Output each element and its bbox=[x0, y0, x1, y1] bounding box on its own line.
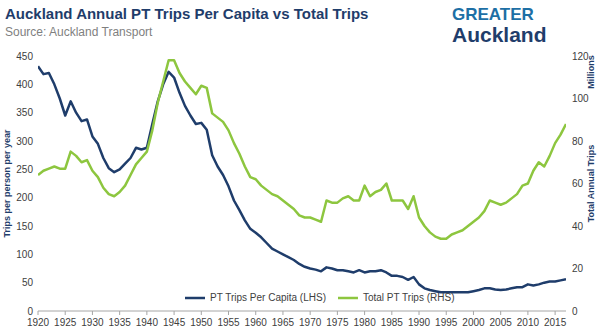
y-tick-label: 350 bbox=[16, 107, 33, 118]
legend-label: Total PT Trips (RHS) bbox=[363, 292, 455, 303]
legend-label: PT Trips Per Capita (LHS) bbox=[210, 292, 326, 303]
x-tick bbox=[65, 311, 66, 315]
x-tick-label: 1935 bbox=[109, 317, 132, 328]
x-tick-label: 1925 bbox=[54, 317, 77, 328]
x-tick-label: 1920 bbox=[27, 317, 50, 328]
x-tick-label: 2005 bbox=[490, 317, 513, 328]
x-tick-label: 1990 bbox=[408, 317, 431, 328]
x-tick-label: 1940 bbox=[136, 317, 159, 328]
x-tick bbox=[500, 311, 501, 315]
x-tick bbox=[174, 311, 175, 315]
subtitle: Source: Auckland Transport bbox=[5, 25, 153, 39]
y2-tick-label: 20 bbox=[572, 263, 584, 274]
y-tick-label: 200 bbox=[16, 192, 33, 203]
x-tick bbox=[38, 311, 39, 315]
legend-key bbox=[338, 297, 358, 300]
x-tick bbox=[255, 311, 256, 315]
x-tick bbox=[391, 311, 392, 315]
x-tick-label: 2010 bbox=[517, 317, 540, 328]
x-tick-label: 1970 bbox=[299, 317, 322, 328]
series-line bbox=[38, 60, 566, 239]
x-tick-label: 1930 bbox=[81, 317, 104, 328]
x-tick bbox=[446, 311, 447, 315]
y2-label: Total Annual Trips bbox=[586, 145, 596, 223]
x-tick-label: 1960 bbox=[245, 317, 268, 328]
y2-tick-label: 0 bbox=[572, 306, 578, 317]
y-tick-label: 100 bbox=[16, 249, 33, 260]
y-tick-label: 0 bbox=[27, 306, 33, 317]
x-tick bbox=[119, 311, 120, 315]
legend-key bbox=[185, 297, 205, 300]
y-tick-label: 450 bbox=[16, 51, 33, 62]
x-tick-label: 2000 bbox=[462, 317, 485, 328]
y2-tick-label: 100 bbox=[572, 93, 589, 104]
x-tick-label: 1945 bbox=[163, 317, 186, 328]
x-tick bbox=[337, 311, 338, 315]
x-tick bbox=[364, 311, 365, 315]
logo-text: Auckland bbox=[452, 23, 547, 46]
y-tick-label: 150 bbox=[16, 221, 33, 232]
x-tick-label: 1950 bbox=[190, 317, 213, 328]
x-axis bbox=[38, 311, 566, 312]
x-tick-label: 1955 bbox=[217, 317, 240, 328]
x-tick bbox=[146, 311, 147, 315]
x-tick bbox=[92, 311, 93, 315]
y-tick-label: 50 bbox=[22, 277, 34, 288]
x-tick bbox=[228, 311, 229, 315]
x-tick bbox=[527, 311, 528, 315]
x-tick bbox=[282, 311, 283, 315]
y-tick-label: 250 bbox=[16, 164, 33, 175]
chart: Auckland Annual PT Trips Per Capita vs T… bbox=[0, 0, 600, 333]
title: Auckland Annual PT Trips Per Capita vs T… bbox=[5, 5, 368, 22]
y-tick-label: 400 bbox=[16, 79, 33, 90]
x-tick-label: 1980 bbox=[353, 317, 376, 328]
x-tick-label: 1995 bbox=[435, 317, 458, 328]
legend: PT Trips Per Capita (LHS) Total PT Trips … bbox=[185, 292, 454, 303]
x-tick-label: 1975 bbox=[326, 317, 349, 328]
logo-text: GREATER bbox=[452, 5, 534, 24]
x-tick-label: 1965 bbox=[272, 317, 295, 328]
y-tick-label: 300 bbox=[16, 136, 33, 147]
x-tick bbox=[473, 311, 474, 315]
y2-tick-label: 60 bbox=[572, 178, 584, 189]
unit-label: Millions bbox=[586, 55, 596, 89]
x-tick bbox=[555, 311, 556, 315]
x-tick-label: 2015 bbox=[544, 317, 567, 328]
x-tick bbox=[419, 311, 420, 315]
y-label: Trips per person per year bbox=[2, 129, 12, 238]
x-tick bbox=[201, 311, 202, 315]
y2-tick-label: 80 bbox=[572, 136, 584, 147]
series-line bbox=[38, 66, 566, 292]
y2-tick-label: 40 bbox=[572, 221, 584, 232]
x-tick bbox=[310, 311, 311, 315]
x-tick-label: 1985 bbox=[381, 317, 404, 328]
plot-lines bbox=[38, 60, 566, 292]
